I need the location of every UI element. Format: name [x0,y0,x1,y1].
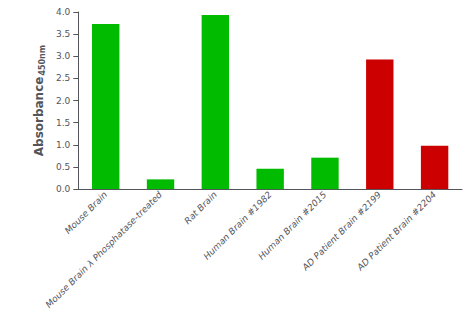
svg-text:4.0: 4.0 [56,7,71,17]
svg-text:3.5: 3.5 [56,29,70,39]
svg-text:AD Patient Brain #2204: AD Patient Brain #2204 [355,189,439,273]
svg-text:2.5: 2.5 [56,73,70,83]
svg-text:3.0: 3.0 [56,51,71,61]
svg-text:Mouse Brain λ Phosphatase-trea: Mouse Brain λ Phosphatase-treated [44,189,165,310]
svg-text:1.0: 1.0 [56,140,71,150]
svg-text:0.5: 0.5 [56,162,70,172]
svg-text:0.0: 0.0 [56,184,71,194]
svg-text:Human Brain #1982: Human Brain #1982 [201,189,274,262]
svg-text:450nm: 450nm [38,45,47,76]
svg-text:Rat Brain: Rat Brain [182,189,219,226]
svg-text:2.0: 2.0 [56,96,71,106]
svg-text:Human Brain #2015: Human Brain #2015 [256,189,329,262]
svg-text:Absorbance: Absorbance [32,77,46,157]
svg-text:Mouse Brain: Mouse Brain [63,189,110,236]
svg-text:1.5: 1.5 [56,118,70,128]
svg-text:AD Patient Brain #2199: AD Patient Brain #2199 [300,189,384,273]
